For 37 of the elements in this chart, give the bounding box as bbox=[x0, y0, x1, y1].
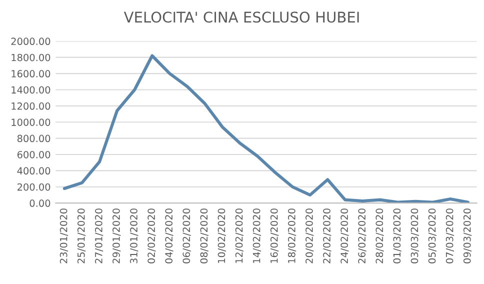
y-tick-label: 1000.00 bbox=[12, 118, 50, 126]
x-tick-label: 07/03/2020 bbox=[446, 208, 454, 264]
x-tick-label: 01/03/2020 bbox=[393, 208, 402, 264]
x-tick-label: 18/02/2020 bbox=[288, 208, 296, 263]
y-tick-label: 800.00 bbox=[17, 134, 50, 142]
x-tick-label: 09/03/2020 bbox=[463, 208, 472, 264]
y-tick-label: 400.00 bbox=[17, 167, 50, 175]
x-tick-label: 05/03/2020 bbox=[428, 208, 436, 264]
x-tick-label: 14/02/2020 bbox=[252, 208, 262, 263]
x-tick-label: 20/02/2020 bbox=[306, 208, 314, 264]
x-tick-label: 10/02/2020 bbox=[218, 208, 226, 263]
x-tick-label: 16/02/2020 bbox=[270, 208, 279, 263]
y-tick-label: 200.00 bbox=[17, 183, 50, 191]
x-tick-label: 24/02/2020 bbox=[340, 208, 349, 264]
x-tick-label: 12/02/2020 bbox=[235, 208, 244, 263]
line-series bbox=[62, 54, 470, 204]
y-tick-label: 600.00 bbox=[17, 150, 50, 158]
y-tick-label: 2000.00 bbox=[11, 38, 50, 46]
y-tick-label: 1600.00 bbox=[12, 70, 50, 78]
x-tick-label: 02/02/2020 bbox=[148, 208, 156, 264]
x-tick-label: 04/02/2020 bbox=[165, 208, 174, 264]
chart-title: VELOCITA' CINA ESCLUSO HUBEI bbox=[124, 12, 359, 23]
y-tick-label: 0.00 bbox=[30, 200, 50, 207]
x-tick-label: 31/01/2020 bbox=[130, 208, 138, 264]
x-tick-label: 03/03/2020 bbox=[410, 208, 419, 264]
y-tick-label: 1200.00 bbox=[12, 102, 50, 110]
x-tick-label: 23/01/2020 bbox=[60, 208, 68, 264]
x-tick-label: 28/02/2020 bbox=[376, 208, 384, 264]
x-tick-label: 22/02/2020 bbox=[323, 208, 332, 264]
x-tick-label: 08/02/2020 bbox=[200, 208, 208, 264]
y-tick-label: 1800.00 bbox=[12, 54, 50, 62]
y-tick-label: 1400.00 bbox=[12, 86, 50, 94]
x-tick-label: 29/01/2020 bbox=[112, 208, 121, 264]
x-tick-label: 06/02/2020 bbox=[182, 208, 191, 264]
x-tick-label: 25/01/2020 bbox=[77, 208, 86, 264]
x-tick-label: 27/01/2020 bbox=[94, 208, 104, 264]
x-tick-label: 26/02/2020 bbox=[358, 208, 366, 264]
